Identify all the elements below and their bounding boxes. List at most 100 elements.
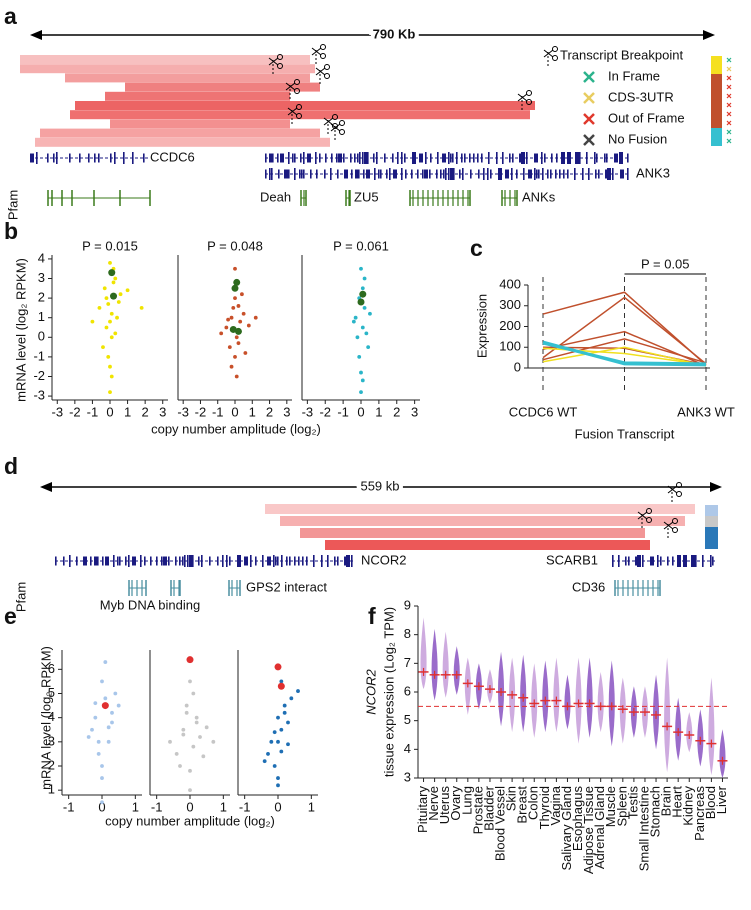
x-mark bbox=[726, 84, 732, 90]
gene-exon bbox=[88, 153, 90, 163]
x-tick-label: Skin bbox=[504, 786, 519, 811]
gene-label: CCDC6 bbox=[150, 149, 195, 164]
x-tick-label: -3 bbox=[302, 404, 314, 419]
gene-exon bbox=[303, 169, 305, 179]
point bbox=[296, 689, 300, 693]
gene-exon bbox=[425, 152, 427, 164]
x-tick-label: Muscle bbox=[603, 786, 618, 827]
gene-exon bbox=[76, 556, 78, 566]
scissor-handle bbox=[296, 113, 302, 119]
gene-exon bbox=[267, 556, 271, 566]
point bbox=[286, 742, 290, 747]
x-tick-label: 1 bbox=[124, 404, 131, 419]
scissor-handle bbox=[324, 73, 330, 79]
gene-exon bbox=[289, 556, 291, 566]
gene-exon bbox=[490, 169, 492, 179]
gene-exon bbox=[534, 153, 538, 163]
legend-label: No Fusion bbox=[608, 131, 667, 146]
scissor-handle bbox=[339, 120, 345, 126]
point bbox=[360, 325, 365, 330]
point bbox=[100, 776, 104, 780]
x-tick-label: Breast bbox=[515, 786, 530, 824]
point bbox=[108, 260, 112, 265]
gene-exon bbox=[569, 153, 571, 163]
gene-exon bbox=[275, 556, 277, 566]
domain-label: Myb DNA binding bbox=[100, 597, 200, 612]
gene-exon bbox=[607, 168, 611, 180]
x-mark bbox=[726, 138, 732, 144]
gene-exon bbox=[483, 168, 485, 180]
panel-label: f bbox=[368, 603, 376, 629]
gene-exon bbox=[401, 152, 403, 164]
gene-exon bbox=[424, 169, 428, 179]
point bbox=[204, 725, 209, 730]
x-tick-label: Nerve bbox=[426, 786, 441, 821]
gene-exon bbox=[150, 556, 152, 566]
point bbox=[115, 315, 119, 320]
scissor-handle bbox=[320, 44, 326, 50]
x-tick-label: 1 bbox=[249, 404, 256, 419]
point bbox=[359, 370, 363, 375]
gene-exon bbox=[163, 556, 167, 566]
x-tick-label: 0 bbox=[106, 404, 113, 419]
x-axis-label: copy number amplitude (log₂) bbox=[105, 813, 275, 828]
gene-exon bbox=[507, 169, 509, 179]
gene-exon bbox=[198, 556, 200, 566]
gene-exon bbox=[313, 555, 315, 567]
gene-exon bbox=[294, 556, 296, 566]
gene-exon bbox=[187, 555, 189, 567]
panel-label: a bbox=[4, 3, 17, 29]
point bbox=[227, 345, 232, 349]
gene-exon bbox=[477, 153, 479, 163]
gene-exon bbox=[298, 556, 300, 566]
point bbox=[188, 679, 192, 684]
y-tick-label: 5 bbox=[48, 685, 55, 700]
gene-exon bbox=[94, 556, 98, 566]
point bbox=[351, 319, 356, 324]
x-tick-label: 1 bbox=[308, 799, 315, 814]
gene-exon bbox=[550, 169, 552, 179]
y-tick-label: 300 bbox=[499, 297, 521, 312]
gene-exon bbox=[357, 153, 359, 163]
x-mark bbox=[726, 57, 732, 63]
distribution bbox=[420, 617, 427, 690]
y-axis-label: mRNA level (log₂ RPKM) bbox=[38, 646, 53, 790]
point bbox=[286, 720, 290, 725]
x-tick-label: Stomach bbox=[647, 786, 662, 837]
point bbox=[104, 325, 109, 330]
distribution bbox=[719, 729, 726, 778]
gene-exon bbox=[351, 169, 353, 179]
gene-exon bbox=[376, 152, 378, 164]
scissor-handle bbox=[277, 54, 283, 60]
gene-exon bbox=[98, 153, 100, 163]
gene-exon bbox=[464, 153, 466, 163]
fusion-bar bbox=[40, 128, 320, 138]
y-tick-label: 400 bbox=[499, 276, 521, 291]
gene-exon bbox=[63, 556, 65, 566]
gene-exon bbox=[627, 153, 629, 163]
y-tick-label: -3 bbox=[33, 388, 45, 403]
gene-exon bbox=[650, 556, 654, 566]
x-tick-label: 0 bbox=[186, 799, 193, 814]
gene-exon bbox=[229, 556, 231, 566]
fusion-bar bbox=[280, 516, 685, 526]
scissor-blade bbox=[268, 57, 279, 66]
gene-exon bbox=[294, 153, 296, 163]
x-tick-label: Bladder bbox=[481, 785, 496, 830]
scissor-blade bbox=[285, 82, 296, 91]
point bbox=[266, 752, 270, 756]
gene-exon bbox=[660, 556, 662, 566]
point bbox=[240, 292, 244, 297]
gene-exon bbox=[538, 169, 540, 179]
y-tick-label: 200 bbox=[499, 318, 521, 333]
distribution bbox=[664, 657, 671, 773]
gene-exon bbox=[606, 153, 608, 163]
point bbox=[272, 730, 277, 735]
gene-exon bbox=[691, 555, 695, 567]
scissor-handle bbox=[552, 46, 558, 52]
gene-exon bbox=[237, 555, 241, 567]
x-tick-label: Kidney bbox=[681, 786, 696, 826]
point bbox=[362, 306, 367, 310]
gene-exon bbox=[299, 169, 301, 179]
scissor-blade bbox=[517, 93, 528, 102]
